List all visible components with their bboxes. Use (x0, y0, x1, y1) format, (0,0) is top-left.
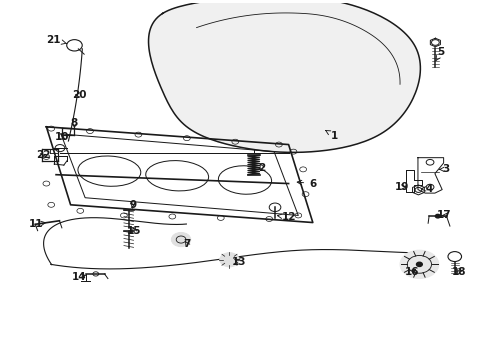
Text: 6: 6 (297, 179, 317, 189)
Circle shape (172, 233, 191, 247)
Text: 20: 20 (72, 90, 87, 100)
Text: 22: 22 (36, 150, 50, 160)
Text: 16: 16 (405, 267, 419, 277)
Circle shape (436, 215, 440, 218)
Text: 9: 9 (129, 200, 136, 210)
Text: 14: 14 (72, 273, 87, 283)
Text: 18: 18 (452, 267, 466, 277)
Text: 15: 15 (127, 226, 142, 237)
Text: 10: 10 (54, 132, 69, 143)
Text: 12: 12 (277, 212, 296, 222)
Circle shape (400, 250, 439, 279)
Circle shape (220, 253, 239, 267)
Text: 3: 3 (440, 165, 450, 174)
Text: 1: 1 (325, 130, 338, 141)
Polygon shape (148, 0, 420, 152)
Text: 11: 11 (28, 219, 46, 229)
Text: 21: 21 (47, 35, 67, 45)
Text: 17: 17 (437, 211, 452, 220)
Text: 8: 8 (71, 118, 78, 128)
Text: 4: 4 (421, 184, 433, 194)
Circle shape (416, 262, 422, 266)
Text: 7: 7 (183, 239, 191, 249)
Text: 13: 13 (232, 257, 246, 266)
Text: 2: 2 (258, 163, 266, 172)
Text: 19: 19 (395, 182, 410, 192)
Text: 5: 5 (436, 48, 445, 60)
